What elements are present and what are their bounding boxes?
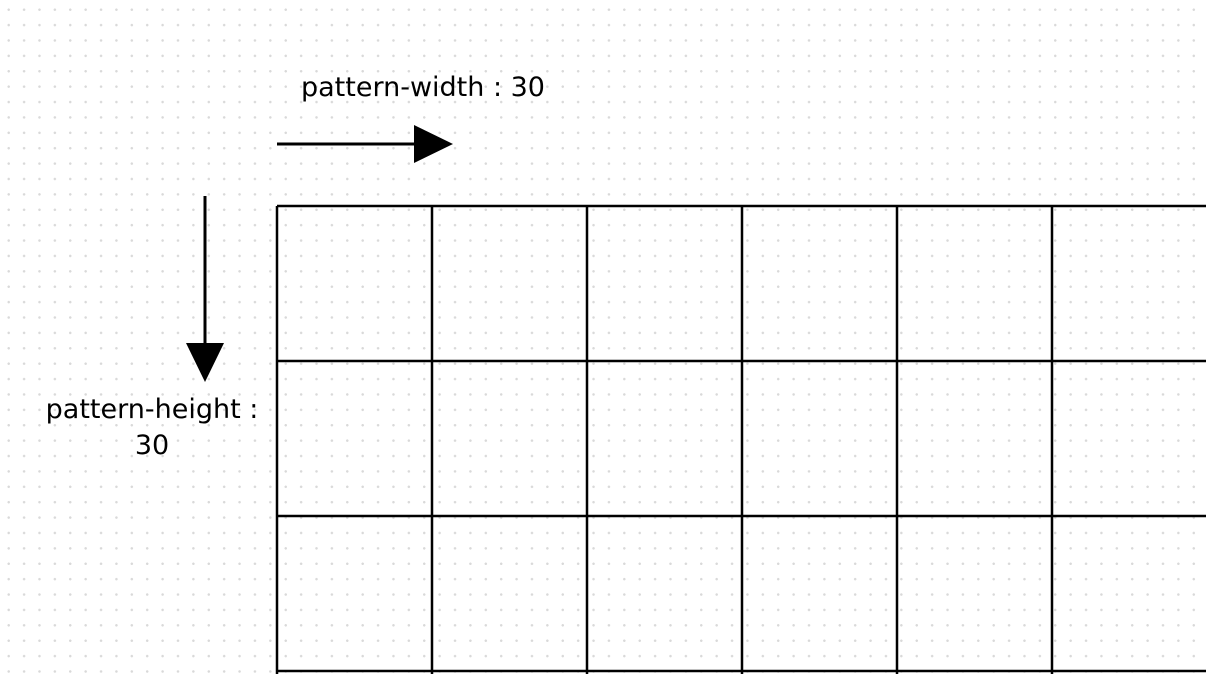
pattern-grid (275, 204, 1206, 674)
width-arrow-head (414, 125, 453, 163)
pattern-width-label: pattern-width : 30 (301, 72, 545, 103)
height-arrow (186, 196, 224, 382)
width-arrow (277, 125, 453, 163)
pattern-height-label-line2: 30 (134, 430, 170, 461)
pattern-height-label: pattern-height : 30 (38, 392, 266, 464)
pattern-height-label-line1: pattern-height : (45, 394, 259, 425)
height-arrow-head (186, 343, 224, 382)
